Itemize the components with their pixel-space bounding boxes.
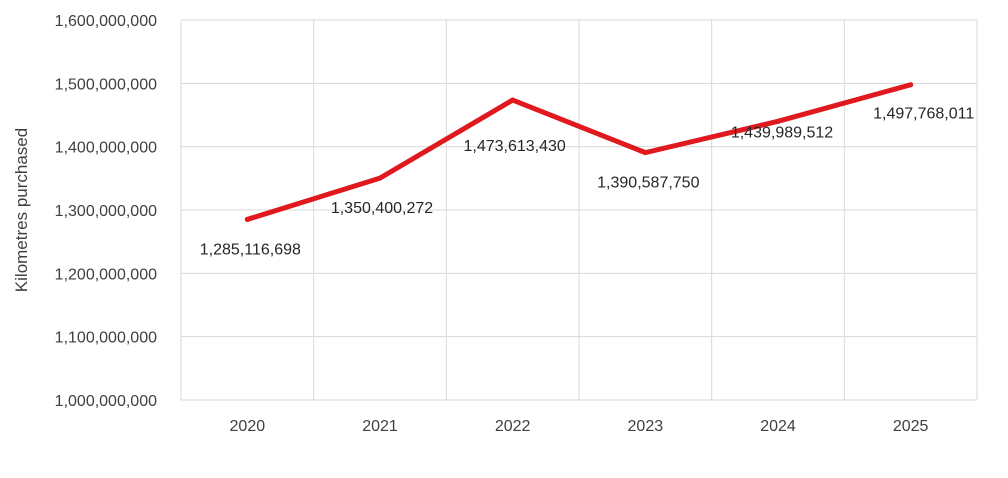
data-point: [377, 175, 383, 181]
y-tick-label: 1,000,000,000: [55, 393, 157, 410]
data-label: 1,497,768,011: [873, 106, 974, 123]
y-tick-label: 1,600,000,000: [55, 13, 157, 30]
data-label: 1,285,116,698: [200, 241, 301, 258]
series: [244, 82, 914, 222]
data-point: [642, 150, 648, 156]
data-point: [244, 216, 250, 222]
gridlines: [180, 19, 978, 401]
data-label: 1,439,989,512: [731, 124, 833, 141]
data-label: 1,390,587,750: [597, 175, 699, 192]
x-axis-ticks: 2020 2021 2022 2023 2024 2025: [230, 418, 929, 435]
data-label: 1,473,613,430: [464, 138, 566, 155]
y-tick-label: 1,500,000,000: [55, 76, 157, 93]
data-point: [775, 118, 781, 124]
y-tick-label: 1,200,000,000: [55, 266, 157, 283]
y-tick-label: 1,300,000,000: [55, 203, 157, 220]
y-tick-label: 1,100,000,000: [55, 330, 157, 347]
y-tick-label: 1,400,000,000: [55, 140, 157, 157]
data-label: 1,350,400,272: [331, 200, 433, 217]
data-point: [908, 82, 914, 88]
series-line: [244, 82, 914, 222]
x-tick-label: 2025: [893, 418, 929, 435]
y-axis-ticks: 1,000,000,000 1,100,000,000 1,200,000,000 1…: [55, 13, 157, 410]
data-labels: 1,285,116,698 1,350,400,272 1,473,613,430 1…: [200, 106, 975, 259]
x-tick-label: 2024: [760, 418, 796, 435]
y-axis-title: Kilometres purchased: [12, 128, 31, 292]
data-point: [510, 97, 516, 103]
x-tick-label: 2020: [230, 418, 266, 435]
x-tick-label: 2021: [362, 418, 398, 435]
x-tick-label: 2023: [628, 418, 664, 435]
x-tick-label: 2022: [495, 418, 531, 435]
